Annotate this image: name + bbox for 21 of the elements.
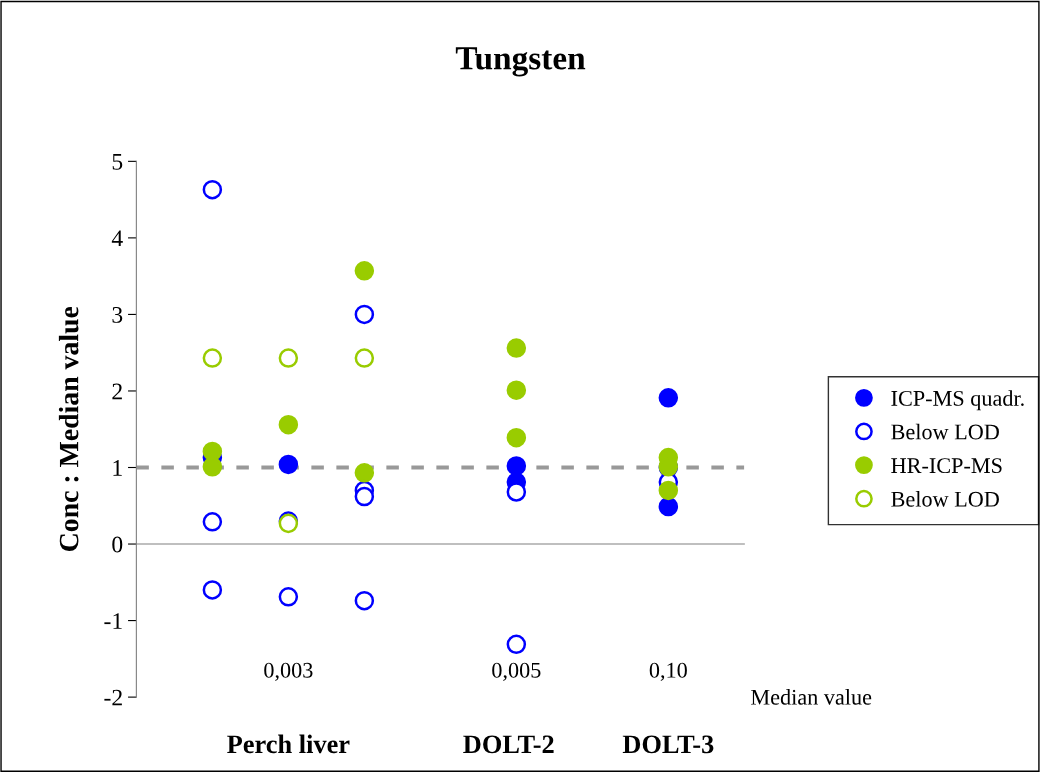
y-tick-label: 0 bbox=[112, 536, 123, 553]
legend-label: ICP-MS quadr. bbox=[891, 390, 1024, 411]
x-tick-label: 0,005 bbox=[492, 662, 541, 681]
y-tick-label: 4 bbox=[111, 230, 123, 247]
chart-title: Tungsten bbox=[455, 47, 586, 77]
y-tick-label: 3 bbox=[112, 306, 123, 323]
text: Perch liver bbox=[227, 734, 350, 754]
x-axis-title: Median value bbox=[751, 689, 872, 705]
y-tick-label: 5 bbox=[112, 154, 123, 170]
legend-label: Below LOD bbox=[891, 423, 999, 440]
legend-label: HR-ICP-MS bbox=[891, 458, 1002, 474]
x-tick-label: 0,10 bbox=[649, 662, 687, 681]
text: DOLT-3 bbox=[622, 735, 714, 754]
legend-label: Below LOD bbox=[891, 491, 999, 507]
text: DOLT-2 bbox=[463, 735, 554, 754]
y-axis-title: Conc : Median value bbox=[58, 306, 79, 551]
y-tick-label: -1 bbox=[104, 613, 122, 629]
y-tick-label: 1 bbox=[113, 460, 122, 476]
x-tick-label: 0,003 bbox=[264, 662, 313, 681]
y-tick-label: -2 bbox=[104, 689, 122, 706]
y-tick-label: 2 bbox=[112, 383, 122, 400]
